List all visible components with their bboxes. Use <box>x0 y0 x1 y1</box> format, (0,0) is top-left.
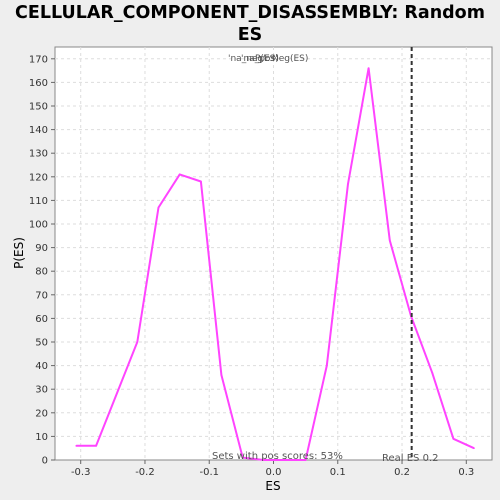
series-point <box>157 206 160 209</box>
series-point <box>220 374 223 376</box>
y-tick-label: 160 <box>29 78 48 89</box>
series-point <box>178 173 181 176</box>
legend-text-na-pos: 'na_pos' <box>241 54 278 64</box>
y-tick-label: 60 <box>35 314 48 325</box>
legend: 'na_neg' 'na_pos' P(ES) Neg(ES) <box>228 54 308 64</box>
x-axis-label: ES <box>265 479 280 493</box>
series-point <box>304 459 307 461</box>
y-tick-label: 20 <box>35 408 48 419</box>
series-point <box>283 459 286 461</box>
y-tick-label: 50 <box>35 338 48 349</box>
x-tick-label: 0.2 <box>394 467 410 478</box>
y-tick-label: 100 <box>29 220 48 231</box>
x-tick-label: -0.1 <box>199 467 219 478</box>
series-point <box>200 180 202 183</box>
y-tick-label: 120 <box>29 172 48 183</box>
y-tick-label: 140 <box>29 125 48 136</box>
x-tick-label: 0.0 <box>266 467 282 478</box>
x-tick-label: 0.1 <box>330 467 346 478</box>
x-tick-label: 0.3 <box>458 467 474 478</box>
series-point <box>452 437 455 440</box>
legend-text-na-neg: 'na_neg' <box>228 54 266 64</box>
series-point <box>389 239 391 242</box>
series-point <box>241 456 244 459</box>
y-tick-label: 70 <box>35 290 48 301</box>
series-point <box>431 371 434 374</box>
y-tick-label: 40 <box>35 361 48 372</box>
y-tick-label: 110 <box>29 196 48 207</box>
annotation-pos-scores: Sets with pos scores: 53% <box>212 451 343 462</box>
y-tick-label: 80 <box>35 267 48 278</box>
series-point <box>347 183 349 185</box>
legend-text-neges: Neg(ES) <box>272 54 308 64</box>
legend-text-pes: P(ES) <box>255 54 279 64</box>
series-point <box>473 447 475 450</box>
series-point <box>95 445 97 447</box>
x-tick-label: -0.3 <box>71 467 91 478</box>
series-point <box>326 364 328 367</box>
annotation-real-es: Real ES 0.2 <box>382 453 438 464</box>
axis-layer: 0 10 20 30 40 50 60 70 80 90 100 110 120 130 140 150 160… <box>29 54 474 478</box>
y-tick-label: 90 <box>35 243 48 254</box>
x-tick-label: -0.2 <box>135 467 155 478</box>
y-tick-label: 0 <box>42 456 48 467</box>
y-tick-label: 150 <box>29 102 48 113</box>
y-tick-label: 170 <box>29 54 48 65</box>
y-axis-label: P(ES) <box>12 237 26 269</box>
chart-title-line1: CELLULAR_COMPONENT_DISASSEMBLY: Random E… <box>15 3 485 45</box>
grid-layer <box>55 47 492 460</box>
series-point <box>367 67 370 70</box>
y-tick-label: 30 <box>35 385 48 396</box>
y-tick-label: 10 <box>35 432 48 443</box>
series-point <box>263 459 265 461</box>
y-tick-label: 130 <box>29 149 48 160</box>
series-point <box>75 445 78 447</box>
series-point <box>136 341 139 343</box>
